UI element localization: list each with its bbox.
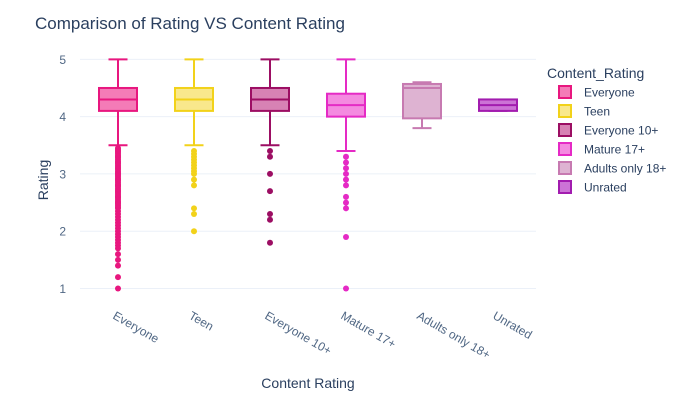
legend-swatch — [558, 161, 572, 175]
box-unrated — [478, 98, 518, 112]
legend-item: Adults only 18+ — [558, 161, 666, 176]
outlier-point — [115, 274, 121, 281]
box-everyone-10- — [250, 58, 290, 246]
outlier-point — [191, 182, 197, 189]
outlier-point — [343, 182, 349, 189]
y-axis-title: Rating — [35, 160, 51, 200]
outlier-point — [191, 228, 197, 235]
x-tick-label: Everyone — [111, 308, 162, 346]
legend-swatch — [558, 104, 572, 118]
x-tick-label: Everyone 10+ — [263, 308, 334, 357]
outlier-point — [343, 233, 349, 240]
y-axis-ticks: 1 2 3 4 5 — [59, 53, 66, 296]
y-tick-label: 5 — [59, 53, 66, 67]
x-tick-label: Mature 17+ — [339, 308, 399, 351]
legend-label: Adults only 18+ — [584, 162, 666, 176]
box-teen — [174, 58, 214, 235]
legend-label: Everyone 10+ — [584, 124, 658, 138]
legend-title: Content_Rating — [547, 65, 644, 81]
legend-label: Mature 17+ — [584, 143, 645, 157]
outlier-point — [115, 245, 121, 252]
outlier-point — [267, 153, 273, 160]
outlier-point — [267, 239, 273, 246]
outlier-point — [267, 211, 273, 218]
outlier-point — [267, 216, 273, 223]
outlier-point — [343, 170, 349, 177]
legend: Content_Rating Everyone Teen Everyone 10+ M… — [547, 65, 666, 195]
legend-item: Unrated — [558, 180, 627, 195]
legend-item: Mature 17+ — [558, 142, 645, 157]
outlier-point — [115, 251, 121, 258]
x-tick-label: Unrated — [491, 308, 535, 341]
outlier-point — [191, 205, 197, 212]
outlier-point — [115, 256, 121, 263]
outlier-point — [343, 159, 349, 166]
outlier-point — [191, 170, 197, 177]
legend-item: Everyone — [558, 85, 635, 100]
outlier-point — [267, 188, 273, 195]
legend-label: Teen — [584, 105, 610, 119]
legend-item: Teen — [558, 104, 610, 119]
y-tick-label: 3 — [59, 167, 66, 181]
outlier-point — [343, 165, 349, 172]
y-tick-label: 4 — [59, 110, 66, 124]
x-axis-ticks: Everyone Teen Everyone 10+ Mature 17+ Adults… — [111, 308, 535, 361]
outlier-point — [343, 193, 349, 200]
y-tick-label: 1 — [59, 282, 66, 296]
chart-title: Comparison of Rating VS Content Rating — [35, 14, 345, 33]
box-adults-only-18- — [402, 81, 442, 130]
y-tick-label: 2 — [59, 225, 66, 239]
grid-lines — [80, 58, 536, 290]
outlier-point — [115, 262, 121, 269]
outlier-point — [343, 153, 349, 160]
x-tick-label: Teen — [187, 308, 217, 333]
legend-swatch — [558, 123, 572, 137]
box-body — [402, 82, 442, 120]
legend-item: Everyone 10+ — [558, 123, 658, 138]
box-mature-17- — [326, 58, 366, 292]
box-everyone — [98, 58, 138, 292]
legend-label: Everyone — [584, 86, 635, 100]
outlier-point — [343, 285, 349, 292]
outlier-point — [267, 170, 273, 177]
legend-label: Unrated — [584, 181, 627, 195]
outlier-point — [343, 199, 349, 206]
x-axis-title: Content Rating — [261, 375, 354, 391]
outlier-point — [343, 176, 349, 183]
outlier-point — [267, 148, 273, 155]
box-series — [98, 58, 518, 292]
legend-swatch — [558, 85, 572, 99]
outlier-point — [115, 285, 121, 292]
outlier-point — [191, 176, 197, 183]
outlier-point — [191, 211, 197, 218]
legend-swatch — [558, 180, 572, 194]
legend-swatch — [558, 142, 572, 156]
x-tick-label: Adults only 18+ — [415, 308, 493, 361]
outlier-point — [343, 205, 349, 212]
